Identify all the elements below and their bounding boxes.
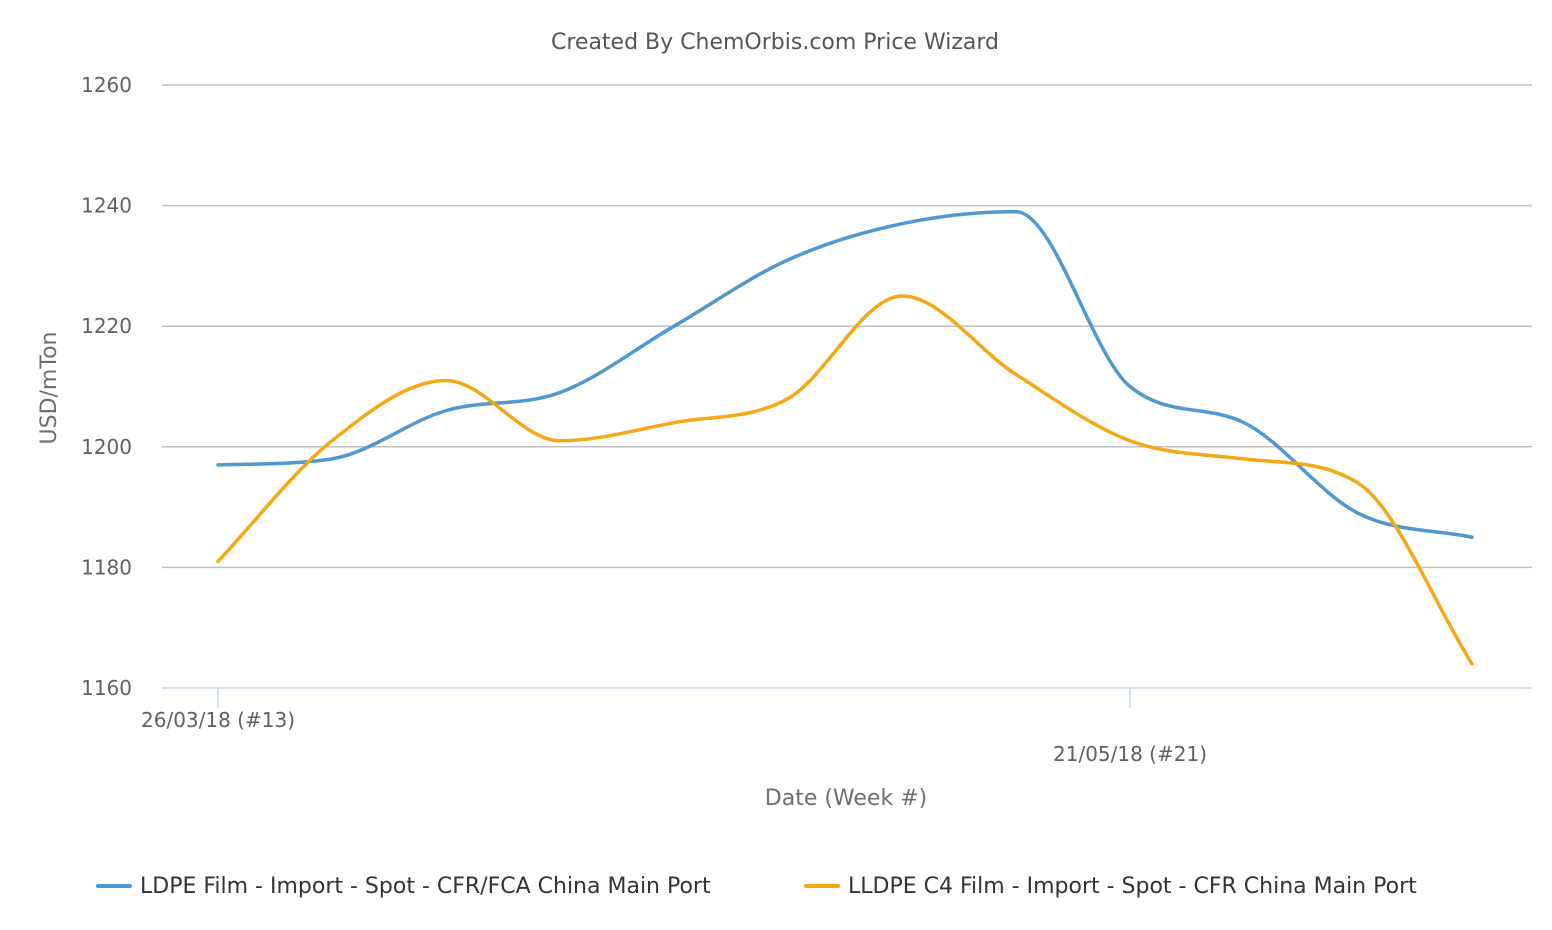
x-axis-title: Date (Week #) <box>765 786 927 811</box>
series-line-2 <box>216 294 1474 666</box>
x-axis-ticks: 26/03/18 (#13) 21/05/18 (#21) <box>141 688 1207 766</box>
series-lines <box>216 209 1474 666</box>
series-line-1 <box>216 209 1474 539</box>
y-axis-ticks: 1160 1180 1200 1220 1240 1260 <box>81 73 132 700</box>
y-tick-label: 1200 <box>81 435 132 459</box>
y-tick-label: 1260 <box>81 73 132 97</box>
x-tick-label: 26/03/18 (#13) <box>141 708 295 732</box>
y-tick-label: 1180 <box>81 555 132 579</box>
legend[interactable]: LDPE Film - Import - Spot - CFR/FCA Chin… <box>96 874 1417 899</box>
legend-item-1[interactable]: LDPE Film - Import - Spot - CFR/FCA Chin… <box>96 874 711 899</box>
y-tick-label: 1160 <box>81 676 132 700</box>
chart-title: Created By ChemOrbis.com Price Wizard <box>551 30 999 55</box>
x-tick-label: 21/05/18 (#21) <box>1053 742 1207 766</box>
y-tick-label: 1240 <box>81 194 132 218</box>
legend-label: LLDPE C4 Film - Import - Spot - CFR Chin… <box>848 874 1417 899</box>
grid-lines <box>162 84 1532 689</box>
y-tick-label: 1220 <box>81 314 132 338</box>
legend-label: LDPE Film - Import - Spot - CFR/FCA Chin… <box>140 874 711 899</box>
y-axis-title: USD/mTon <box>37 332 62 445</box>
legend-item-2[interactable]: LLDPE C4 Film - Import - Spot - CFR Chin… <box>804 874 1417 899</box>
